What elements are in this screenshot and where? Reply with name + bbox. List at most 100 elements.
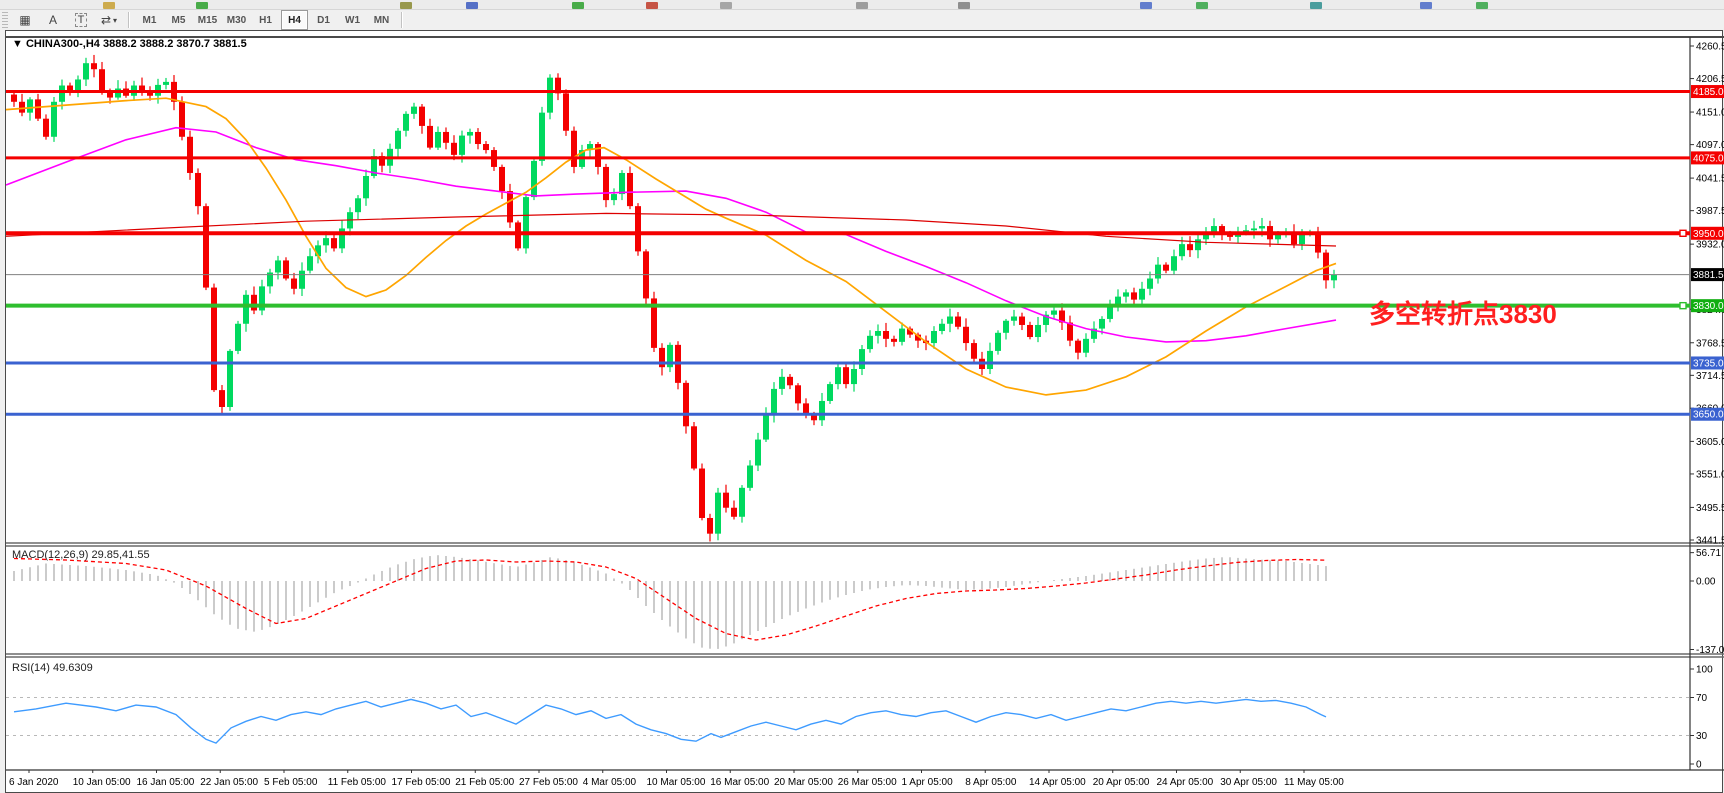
date-axis-label: 16 Jan 05:00 bbox=[137, 777, 195, 788]
price-badge-3735.0 bbox=[1691, 356, 1724, 370]
date-axis-label: 20 Mar 05:00 bbox=[774, 777, 833, 788]
clipped-icon-stub bbox=[103, 2, 115, 9]
price-axis-tick: 3495.5 bbox=[1696, 503, 1724, 514]
price-badge-label: 3881.5 bbox=[1693, 270, 1724, 281]
rsi-axis-tick: 100 bbox=[1696, 665, 1713, 676]
chart-symbol-title: ▼ CHINA300-,H4 3888.2 3888.2 3870.7 3881… bbox=[12, 38, 247, 50]
price-badge-3950.0 bbox=[1691, 226, 1724, 240]
date-axis-label: 30 Apr 05:00 bbox=[1220, 777, 1277, 788]
price-axis-tick: 3714.5 bbox=[1696, 371, 1724, 382]
dropdown-caret-icon[interactable]: ▾ bbox=[113, 15, 118, 25]
clipped-icon-stub bbox=[646, 2, 658, 9]
date-axis-label: 27 Feb 05:00 bbox=[519, 777, 578, 788]
rsi-axis-tick: 30 bbox=[1696, 731, 1708, 742]
rsi-panel: RSI(14) 49.6309 100 70 30 0 bbox=[6, 662, 1713, 771]
date-axis-label: 22 Jan 05:00 bbox=[200, 777, 258, 788]
price-badge-4075.0 bbox=[1691, 151, 1724, 165]
price-axis-tick: 3768.5 bbox=[1696, 338, 1724, 349]
price-axis-tick: 3551.0 bbox=[1696, 469, 1724, 480]
timeframe-button-D1[interactable]: D1 bbox=[317, 14, 330, 26]
timeframe-button-M30[interactable]: M30 bbox=[226, 14, 247, 26]
rsi-line bbox=[13, 698, 1327, 744]
macd-panel: MACD(12,26,9) 29.85,41.55 56.71 0.00 -137.0… bbox=[12, 548, 1724, 656]
timeframe-button-M1[interactable]: M1 bbox=[142, 14, 157, 26]
rsi-axis-tick: 0 bbox=[1696, 760, 1702, 771]
candles-group bbox=[11, 54, 1337, 542]
macd-axis-tick: -137.01 bbox=[1696, 645, 1724, 656]
date-axis-label: 1 Apr 05:00 bbox=[902, 777, 954, 788]
timeframe-button-M15[interactable]: M15 bbox=[197, 14, 218, 26]
price-axis-tick: 3441.5 bbox=[1696, 536, 1724, 547]
clipped-icon-stub bbox=[1140, 2, 1152, 9]
snap-grid-tool-icon: ▦ bbox=[19, 13, 31, 27]
rsi-indicator-label: RSI(14) 49.6309 bbox=[12, 662, 93, 674]
toolbar-separator bbox=[128, 12, 130, 28]
clipped-icon-stub bbox=[1420, 2, 1432, 9]
font-tool-icon: A bbox=[48, 13, 57, 27]
toolbar-grip-handle[interactable] bbox=[2, 12, 8, 28]
price-badge-3650.0 bbox=[1691, 407, 1724, 421]
date-axis-label: 5 Feb 05:00 bbox=[264, 777, 318, 788]
price-badge-label: 4075.0 bbox=[1693, 153, 1724, 164]
timeframe-button-MN[interactable]: MN bbox=[373, 14, 390, 26]
ma-fast-magenta bbox=[6, 126, 1337, 343]
timeframe-button-H1[interactable]: H1 bbox=[259, 14, 272, 26]
date-axis-label: 14 Apr 05:00 bbox=[1029, 777, 1086, 788]
object-sort-tool-icon: ⇄ bbox=[100, 13, 112, 27]
timeframe-buttons-group: M1 M5 M15 M30 H1 H4 D1 W1 MN bbox=[135, 10, 396, 30]
date-axis-label: 11 Feb 05:00 bbox=[328, 777, 387, 788]
date-axis-label: 10 Mar 05:00 bbox=[647, 777, 706, 788]
price-badge-label: 4185.0 bbox=[1693, 87, 1724, 98]
price-axis-tick: 3987.5 bbox=[1696, 206, 1724, 217]
clipped-icon-stub bbox=[720, 2, 732, 9]
price-axis-tick: 4260.5 bbox=[1696, 42, 1724, 53]
timeframe-button-M5[interactable]: M5 bbox=[171, 14, 186, 26]
date-axis-label: 24 Apr 05:00 bbox=[1157, 777, 1214, 788]
clipped-icon-stub bbox=[1196, 2, 1208, 9]
clipped-icon-stub bbox=[466, 2, 478, 9]
date-axis-label: 11 May 05:00 bbox=[1284, 777, 1344, 788]
text-label-tool-icon: T bbox=[74, 13, 88, 27]
timeframe-button-H4[interactable]: H4 bbox=[281, 10, 308, 30]
price-badge-4185.0 bbox=[1691, 85, 1724, 99]
date-axis-label: 4 Mar 05:00 bbox=[583, 777, 637, 788]
ma-slow-red bbox=[6, 212, 1337, 247]
price-axis-tick: 4151.0 bbox=[1696, 108, 1724, 119]
date-axis-label: 6 Jan 2020 bbox=[9, 777, 59, 788]
timeframe-button-W1[interactable]: W1 bbox=[345, 14, 360, 26]
price-axis-tick: 3605.0 bbox=[1696, 437, 1724, 448]
toolbar-separator-2 bbox=[401, 12, 403, 28]
candlestick-chart-canvas: ▼ CHINA300-,H4 3888.2 3888.2 3870.7 3881… bbox=[6, 36, 1724, 788]
date-axis-label: 26 Mar 05:00 bbox=[838, 777, 897, 788]
bull-bear-turning-point-annotation[interactable]: 多空转折点3830 bbox=[1369, 299, 1557, 329]
date-axis-label: 17 Feb 05:00 bbox=[392, 777, 451, 788]
price-badge-label: 3650.0 bbox=[1693, 410, 1724, 421]
macd-axis-tick: 0.00 bbox=[1696, 577, 1716, 588]
date-axis-label: 21 Feb 05:00 bbox=[455, 777, 514, 788]
hline-handle-3830[interactable] bbox=[1679, 301, 1687, 310]
clipped-icon-stub bbox=[572, 2, 584, 9]
clipped-toolbar-icons-strip bbox=[0, 0, 1724, 10]
macd-indicator-label: MACD(12,26,9) 29.85,41.55 bbox=[12, 549, 150, 561]
date-axis: 6 Jan 2020 10 Jan 05:00 16 Jan 05:00 22 Jan… bbox=[9, 770, 1344, 788]
clipped-icon-stub bbox=[196, 2, 208, 9]
snap-grid-tool-button[interactable]: ▦ bbox=[13, 10, 37, 30]
clipped-icon-stub bbox=[856, 2, 868, 9]
clipped-icon-stub bbox=[1310, 2, 1322, 9]
date-axis-label: 10 Jan 05:00 bbox=[73, 777, 131, 788]
price-badge-3881.5 bbox=[1691, 268, 1724, 282]
clipped-icon-stub bbox=[958, 2, 970, 9]
chart-toolbar: ▦ A T ⇄ ▾ M1 M5 M15 M30 H1 H4 D1 W1 MN bbox=[0, 10, 1724, 30]
text-label-tool-button[interactable]: T bbox=[69, 10, 93, 30]
font-tool-button[interactable]: A bbox=[41, 10, 65, 30]
price-axis-tick: 3932.0 bbox=[1696, 240, 1724, 251]
hline-handle-3950[interactable] bbox=[1679, 229, 1687, 237]
date-axis-label: 16 Mar 05:00 bbox=[710, 777, 769, 788]
price-badge-label: 3950.0 bbox=[1693, 229, 1724, 240]
price-badge-label: 3735.0 bbox=[1693, 358, 1724, 369]
chart-window: ▼ CHINA300-,H4 3888.2 3888.2 3870.7 3881… bbox=[5, 30, 1724, 793]
object-sort-tool-button[interactable]: ⇄ ▾ bbox=[97, 10, 121, 30]
clipped-icon-stub bbox=[1476, 2, 1488, 9]
price-axis-tick: 4206.5 bbox=[1696, 74, 1724, 85]
